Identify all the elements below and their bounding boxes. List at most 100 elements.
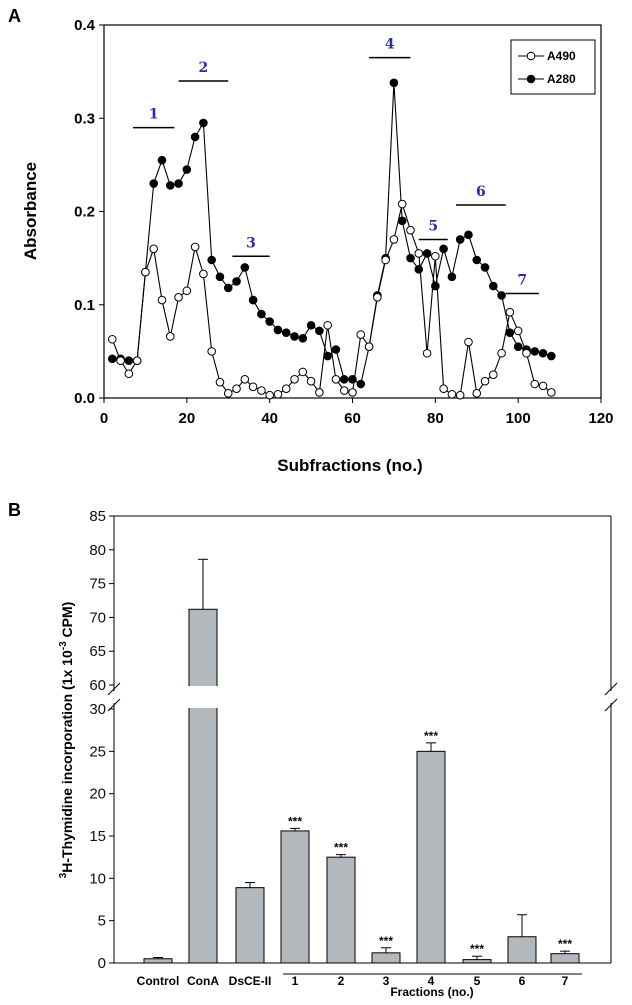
a-point-a280 bbox=[513, 342, 523, 352]
a-y-axis-title: Absorbance bbox=[21, 162, 40, 260]
a-point-a490 bbox=[107, 334, 117, 344]
a-x-tick-label: 60 bbox=[344, 410, 361, 427]
a-point-a280 bbox=[472, 255, 482, 265]
b-y-tick-label: 85 bbox=[89, 508, 106, 525]
a-y-tick-label: 0.2 bbox=[74, 204, 95, 221]
a-point-a490 bbox=[149, 244, 158, 254]
a-point-a490 bbox=[364, 342, 374, 352]
a-point-a280 bbox=[190, 132, 200, 142]
a-point-a280 bbox=[489, 281, 498, 291]
a-point-a490 bbox=[489, 370, 498, 379]
a-point-a280 bbox=[265, 317, 274, 326]
a-point-a280 bbox=[199, 118, 208, 128]
a-point-a490 bbox=[447, 389, 457, 399]
a-point-a280 bbox=[290, 332, 299, 341]
a-point-a490 bbox=[199, 269, 208, 279]
b-axis-break-mark bbox=[604, 682, 618, 696]
a-point-a280 bbox=[124, 356, 134, 366]
b-y-ticks: 60 65 70 75 80 85 0 5 10 15 20 25 30 bbox=[89, 508, 114, 972]
a-point-a490 bbox=[373, 292, 382, 302]
a-x-tick-label: 80 bbox=[427, 410, 444, 427]
a-point-a280 bbox=[223, 283, 233, 293]
a-legend-marker-a490 bbox=[526, 51, 536, 61]
b-significance-marker: *** bbox=[470, 942, 484, 956]
b-frame bbox=[107, 515, 618, 964]
a-x-tick-label: 40 bbox=[261, 410, 278, 427]
a-point-a490 bbox=[207, 347, 216, 356]
a-point-a490 bbox=[389, 235, 399, 244]
b-significance-marker: *** bbox=[334, 841, 348, 855]
a-point-a280 bbox=[538, 348, 548, 358]
b-y-tick-label: 75 bbox=[89, 576, 106, 593]
a-point-a490 bbox=[174, 292, 183, 302]
b-category-label: 4 bbox=[428, 974, 435, 988]
a-point-a490 bbox=[339, 386, 349, 395]
a-point-a490 bbox=[480, 376, 490, 386]
a-point-a280 bbox=[480, 263, 490, 272]
a-point-a490 bbox=[323, 320, 332, 330]
a-fraction-label-1: 1 bbox=[149, 107, 159, 123]
a-point-a280 bbox=[397, 216, 407, 226]
a-point-a280 bbox=[174, 179, 183, 188]
b-bar bbox=[416, 750, 446, 964]
a-point-a490 bbox=[522, 348, 531, 358]
a-point-a280 bbox=[157, 155, 167, 165]
a-point-a280 bbox=[273, 325, 283, 335]
b-category-label: DsCE-II bbox=[229, 974, 272, 988]
b-category-label: 3 bbox=[383, 974, 390, 988]
a-point-a490 bbox=[182, 286, 192, 296]
a-point-a280 bbox=[406, 253, 415, 263]
a-point-a280 bbox=[215, 272, 225, 282]
a-point-a490 bbox=[381, 255, 390, 265]
a-legend-label-a490: A490 bbox=[547, 49, 576, 63]
b-bar bbox=[371, 952, 401, 964]
b-bars: *** *** *** *** *** *** bbox=[143, 558, 580, 964]
a-legend-label-a280: A280 bbox=[547, 72, 576, 86]
b-fractions-group-label: Fractions (no.) bbox=[390, 985, 473, 999]
a-point-a490 bbox=[273, 389, 283, 399]
a-point-a490 bbox=[356, 330, 366, 339]
a-point-a490 bbox=[547, 388, 556, 397]
a-point-a280 bbox=[356, 379, 366, 389]
b-category-label: 6 bbox=[519, 974, 526, 988]
b-category-label: 5 bbox=[474, 974, 481, 988]
b-y-tick-label: 30 bbox=[89, 701, 106, 718]
a-point-a280 bbox=[530, 347, 540, 356]
a-y-tick-label: 0.4 bbox=[74, 17, 96, 34]
b-category-label: 2 bbox=[338, 974, 345, 988]
a-point-a280 bbox=[240, 263, 250, 272]
a-point-a490 bbox=[157, 295, 167, 305]
b-y-tick-label: 0 bbox=[98, 955, 106, 972]
a-point-a280 bbox=[331, 345, 341, 354]
b-bar bbox=[280, 830, 310, 964]
a-point-a280 bbox=[149, 179, 158, 188]
a-point-a490 bbox=[257, 386, 266, 395]
b-category-labels: Control ConA DsCE-II 1 2 3 4 5 6 7 bbox=[137, 974, 569, 988]
a-point-a490 bbox=[215, 377, 225, 387]
panel-b-letter: B bbox=[8, 500, 21, 520]
a-x-tick-label: 120 bbox=[588, 410, 613, 427]
a-fraction-label-2: 2 bbox=[199, 60, 209, 76]
a-point-a280 bbox=[298, 334, 308, 343]
a-point-a490 bbox=[265, 390, 274, 400]
b-y-tick-label: 20 bbox=[89, 786, 106, 803]
a-point-a490 bbox=[116, 356, 125, 366]
a-fraction-annotations: 1 2 3 4 5 6 7 bbox=[132, 37, 539, 295]
b-bar bbox=[143, 958, 173, 964]
a-y-tick-label: 0.3 bbox=[74, 110, 95, 127]
a-point-a490 bbox=[472, 389, 482, 398]
a-point-a280 bbox=[248, 295, 258, 305]
b-bar-break-gap bbox=[187, 686, 219, 708]
b-y-title-main: H-Thymidine incorporation (1x 10 bbox=[59, 650, 75, 873]
a-point-a490 bbox=[513, 326, 523, 336]
a-point-a280 bbox=[414, 265, 424, 274]
b-significance-marker: *** bbox=[558, 937, 572, 951]
a-x-axis-title: Subfractions (no.) bbox=[277, 456, 422, 475]
b-category-label: ConA bbox=[187, 974, 219, 988]
a-point-a490 bbox=[505, 307, 515, 317]
b-y-title-suffix: CPM) bbox=[59, 602, 75, 642]
b-axis-break-mark bbox=[107, 682, 121, 696]
a-point-a490 bbox=[315, 388, 324, 397]
